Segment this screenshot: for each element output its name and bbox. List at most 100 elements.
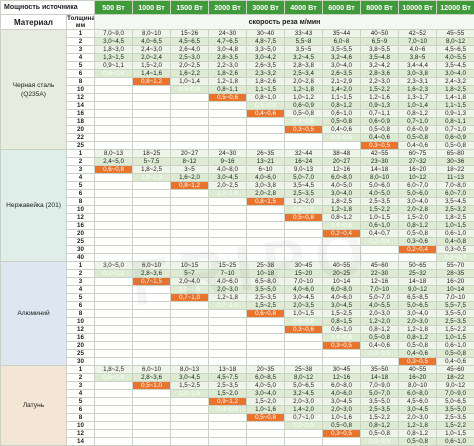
speed-cell: 0,4~0,6 xyxy=(247,110,285,118)
speed-cell: 0,6~0,9 xyxy=(399,126,437,134)
speed-cell: 10~14 xyxy=(437,286,474,294)
speed-cell xyxy=(95,230,133,238)
speed-cell: 1,8~2,5 xyxy=(95,366,133,374)
speed-cell: 0,6~0,9 xyxy=(361,118,399,126)
speed-cell xyxy=(95,134,133,142)
speed-cell xyxy=(95,302,133,310)
speed-cell xyxy=(209,342,247,350)
thickness-cell: 3 xyxy=(67,382,95,390)
speed-cell: 7,0~9,0 xyxy=(361,382,399,390)
speed-cell: 2,8~3,6 xyxy=(133,374,171,382)
speed-cell: 2,5~3,5 xyxy=(361,406,399,414)
speed-cell: 3,2~4,5 xyxy=(285,54,323,62)
speed-cell xyxy=(95,102,133,110)
speed-cell: 2,2~3,0 xyxy=(209,62,247,70)
speed-cell: 2,4~3,0 xyxy=(133,46,171,54)
speed-cell: 42~55 xyxy=(361,150,399,158)
speed-cell: 1,6~2,0 xyxy=(171,174,209,182)
speed-cell: 3,8~5,5 xyxy=(361,46,399,54)
thickness-cell: 5 xyxy=(67,294,95,302)
speed-cell: 13~18 xyxy=(209,366,247,374)
speed-cell: 0,5~0,8 xyxy=(285,110,323,118)
speed-cell: 4,0~6,5 xyxy=(133,38,171,46)
speed-cell: 0,8~1,2 xyxy=(361,326,399,334)
speed-cell: 2,1~2,9 xyxy=(323,78,361,86)
speed-cell: 6,0~10 xyxy=(133,366,171,374)
speed-cell xyxy=(285,334,323,342)
thickness-cell: 8 xyxy=(67,310,95,318)
speed-cell xyxy=(171,246,209,254)
speed-cell xyxy=(133,310,171,318)
speed-cell: 0,8~1,2 xyxy=(323,102,361,110)
speed-cell xyxy=(95,390,133,398)
speed-cell: 2,0~2,8 xyxy=(399,206,437,214)
speed-cell: 0,2~0,4 xyxy=(437,254,474,262)
thickness-cell: 10 xyxy=(67,422,95,430)
speed-cell: 4,0~6,0 xyxy=(323,294,361,302)
speed-cell xyxy=(323,246,361,254)
speed-cell xyxy=(95,318,133,326)
speed-cell: 20~25 xyxy=(323,270,361,278)
speed-cell xyxy=(209,206,247,214)
speed-cell: 3,5~5 xyxy=(285,46,323,54)
speed-cell: 2,0~3,0 xyxy=(323,406,361,414)
speed-cell: 0,8~1,2 xyxy=(399,334,437,342)
column-header-row: Материал Толщина, мм скорость реза м/мин xyxy=(1,15,474,30)
speed-cell xyxy=(95,174,133,182)
speed-cell: 0,3~0,6 xyxy=(285,326,323,334)
speed-cell: 3,0~4,0 xyxy=(399,310,437,318)
speed-cell xyxy=(171,110,209,118)
thickness-cell: 3 xyxy=(67,278,95,286)
speed-cell: 20~27 xyxy=(171,150,209,158)
speed-cell: 20~27 xyxy=(323,158,361,166)
speed-cell: 0,5~0,8 xyxy=(399,438,437,446)
speed-cell: 3,0~4,2 xyxy=(247,54,285,62)
speed-cell: 4,5~6,5 xyxy=(171,38,209,46)
speed-cell: 40~55 xyxy=(323,262,361,270)
speed-cell: 3,5~4,5 xyxy=(437,198,474,206)
thickness-cell: 5 xyxy=(67,398,95,406)
speed-cell: 0,3~0,5 xyxy=(323,134,361,142)
thickness-header: Толщина, мм xyxy=(67,15,95,30)
speed-cell xyxy=(247,230,285,238)
power-8000: 8000 Вт xyxy=(361,1,399,15)
speed-cell: 24~30 xyxy=(209,150,247,158)
speed-cell: 30~45 xyxy=(323,366,361,374)
speed-cell xyxy=(133,358,171,366)
speed-cell: 12~16 xyxy=(323,374,361,382)
thickness-cell: 10 xyxy=(67,206,95,214)
speed-cell xyxy=(133,334,171,342)
speed-cell xyxy=(171,334,209,342)
speed-cell: 32~44 xyxy=(285,150,323,158)
speed-cell xyxy=(95,182,133,190)
speed-cell: 0,4~0,6 xyxy=(399,350,437,358)
speed-cell: 0,3~0,5 xyxy=(361,142,399,150)
speed-cell: 3,0~4,0 xyxy=(323,190,361,198)
speed-cell: 0,2~0,4 xyxy=(361,238,399,246)
speed-cell: 0,2~0,4 xyxy=(399,246,437,254)
speed-cell: 5,0~7,0 xyxy=(361,294,399,302)
speed-cell: 0,8~1,2 xyxy=(399,110,437,118)
speed-cell: 14~18 xyxy=(399,278,437,286)
speed-cell: 2,0~3,0 xyxy=(399,318,437,326)
speed-cell: 1,0~1,6 xyxy=(247,406,285,414)
speed-cell: 4,0~6,0 xyxy=(247,174,285,182)
speed-cell: 45~60 xyxy=(437,366,474,374)
speed-cell: 3,0~4,0 xyxy=(323,62,361,70)
thickness-cell: 2 xyxy=(67,374,95,382)
speed-cell: 1,0~1,5 xyxy=(437,334,474,342)
speed-cell: 2,5~3,5 xyxy=(437,318,474,326)
speed-cell xyxy=(171,430,209,438)
speed-cell: 15~26 xyxy=(171,30,209,38)
thickness-cell: 14 xyxy=(67,438,95,446)
speed-cell: 0,5~0,8 xyxy=(361,334,399,342)
speed-cell xyxy=(133,318,171,326)
